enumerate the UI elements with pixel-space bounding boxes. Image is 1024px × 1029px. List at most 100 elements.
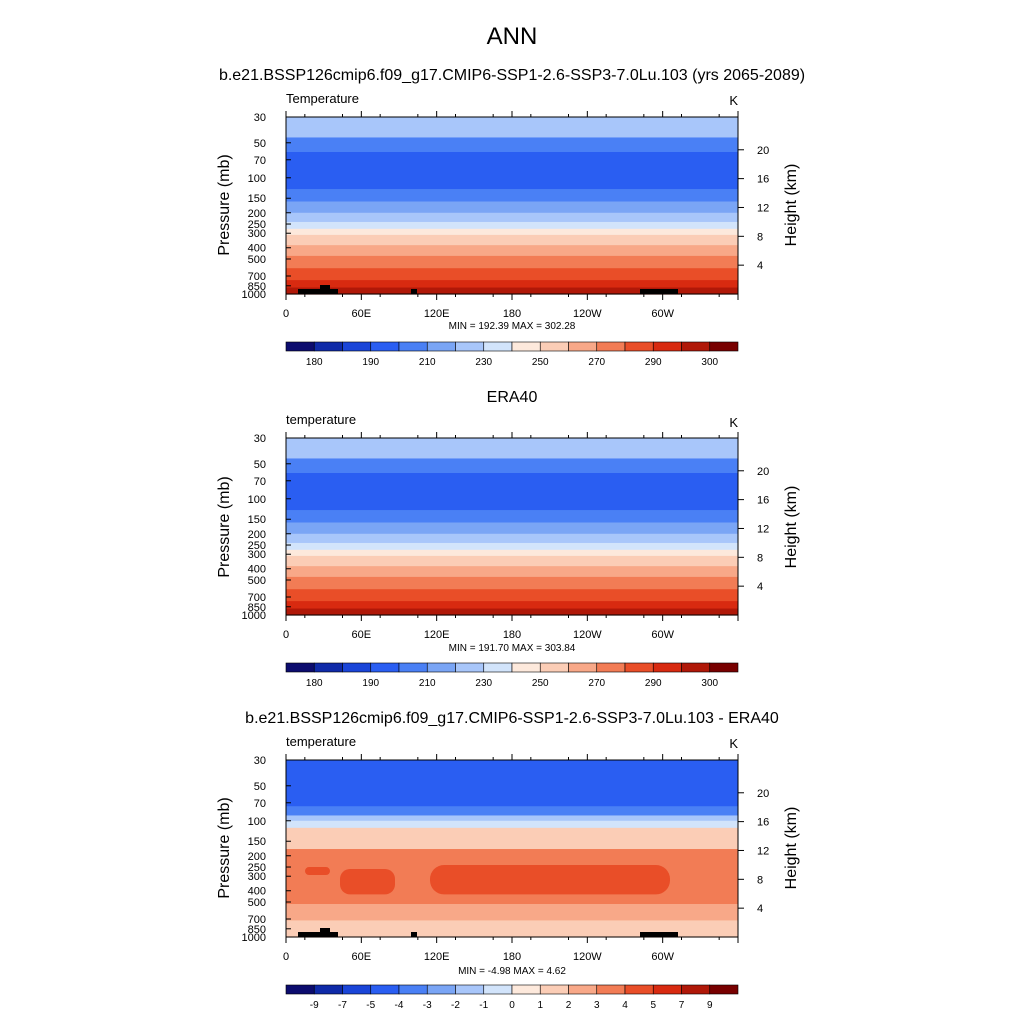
height-tick-label: 20 <box>757 466 769 478</box>
x-tick-label: 120W <box>573 629 602 641</box>
contour-band <box>286 589 738 602</box>
contour-band <box>286 522 738 535</box>
pressure-tick-label: 200 <box>248 208 266 220</box>
colorbar-swatch <box>681 662 711 673</box>
contour-band <box>286 287 738 295</box>
colorbar-swatch <box>342 341 372 352</box>
colorbar-label: -1 <box>479 1000 488 1011</box>
contour-band <box>286 245 738 257</box>
colorbar-swatch <box>455 341 485 352</box>
height-tick-label: 8 <box>757 552 763 564</box>
colorbar-swatch <box>596 341 626 352</box>
colorbar-label: 2 <box>566 1000 572 1011</box>
colorbar-label: 190 <box>362 678 379 689</box>
panel-2-colorbar: 180 190 210 230 250 270 290 300 <box>285 662 739 689</box>
panel-2-left-label: temperature <box>286 412 356 427</box>
panel-3-y2label: Height (km) <box>783 807 800 890</box>
panel-2-units: K <box>729 415 738 430</box>
contour-band <box>286 806 738 817</box>
x-tick-label: 0 <box>283 308 289 320</box>
colorbar-swatch <box>370 341 400 352</box>
panel-3-x-axis: 0 60E 120E 180 120W 60W <box>283 754 739 963</box>
contour-band <box>286 576 738 590</box>
pressure-tick-label: 100 <box>248 173 266 185</box>
colorbar-swatch <box>342 984 372 995</box>
colorbar-swatch <box>568 341 598 352</box>
pressure-tick-label: 70 <box>254 798 266 810</box>
x-tick-label: 0 <box>283 951 289 963</box>
topography-mask <box>411 932 417 937</box>
colorbar-swatch <box>709 341 739 352</box>
colorbar-swatch <box>313 662 343 673</box>
contour-band <box>340 869 395 895</box>
pressure-tick-label: 250 <box>248 219 266 231</box>
topography-mask <box>320 928 330 937</box>
panel-2-title: ERA40 <box>487 389 538 406</box>
height-tick-label: 8 <box>757 231 763 243</box>
pressure-tick-label: 100 <box>248 816 266 828</box>
contour-band <box>286 903 738 922</box>
pressure-tick-label: 400 <box>248 243 266 255</box>
contour-band <box>286 920 738 930</box>
topography-mask <box>298 932 338 937</box>
x-tick-label: 60W <box>651 951 674 963</box>
colorbar-swatch <box>681 341 711 352</box>
contour-band <box>286 212 738 223</box>
topography-mask <box>298 289 338 294</box>
panel-1-minmax: MIN = 192.39 MAX = 302.28 <box>449 321 576 332</box>
colorbar-swatch <box>596 984 626 995</box>
colorbar-label: 7 <box>679 1000 685 1011</box>
colorbar-swatch <box>398 662 428 673</box>
topography-mask <box>640 932 678 937</box>
colorbar-swatch <box>568 984 598 995</box>
colorbar-label: 230 <box>475 357 492 368</box>
colorbar-swatch <box>313 341 343 352</box>
x-tick-label: 180 <box>503 951 521 963</box>
panel-3-left-label: temperature <box>286 734 356 749</box>
contour-band <box>286 928 738 938</box>
colorbar-label: 190 <box>362 357 379 368</box>
colorbar-swatch <box>426 341 456 352</box>
contour-band <box>286 151 738 190</box>
colorbar-swatch <box>285 662 315 673</box>
panel-3-topography <box>298 928 678 937</box>
colorbar-swatch <box>398 341 428 352</box>
panel-1-contour-field <box>286 117 738 295</box>
panel-1: b.e21.BSSP126cmip6.f09_g17.CMIP6-SSP1-2.… <box>216 67 805 368</box>
panel-2: ERA40 temperature K 0 60E 120E 180 120W 60W 3… <box>216 389 800 689</box>
colorbar-swatch <box>539 662 569 673</box>
contour-band <box>286 601 738 610</box>
colorbar-swatch <box>426 662 456 673</box>
contour-band <box>286 472 738 511</box>
contour-band <box>286 458 738 474</box>
height-tick-label: 8 <box>757 874 763 886</box>
topography-mask <box>320 285 330 294</box>
panel-3-minmax: MIN = -4.98 MAX = 4.62 <box>458 966 566 977</box>
panel-1-y2label: Height (km) <box>783 164 800 247</box>
colorbar-label: 250 <box>532 678 549 689</box>
colorbar-swatch <box>709 662 739 673</box>
colorbar-label: 180 <box>306 357 323 368</box>
contour-band <box>286 533 738 544</box>
x-tick-label: 120W <box>573 308 602 320</box>
contour-band <box>286 228 738 236</box>
pressure-tick-label: 250 <box>248 540 266 552</box>
panel-1-colorbar: 180 190 210 230 250 270 290 300 <box>285 341 739 368</box>
colorbar-swatch <box>596 662 626 673</box>
colorbar-swatch <box>624 662 654 673</box>
colorbar-label: 250 <box>532 357 549 368</box>
pressure-tick-label: 300 <box>248 549 266 561</box>
colorbar-swatch <box>285 984 315 995</box>
pressure-tick-label: 50 <box>254 138 266 150</box>
pressure-tick-label: 500 <box>248 897 266 909</box>
colorbar-label: 210 <box>419 678 436 689</box>
x-tick-label: 60W <box>651 629 674 641</box>
panel-3-contour-field <box>286 760 738 938</box>
panel-1-height-axis: 20 16 12 8 4 <box>738 145 769 272</box>
x-tick-label: 180 <box>503 308 521 320</box>
pressure-tick-label: 200 <box>248 851 266 863</box>
contour-band <box>286 608 738 616</box>
pressure-tick-label: 150 <box>248 836 266 848</box>
